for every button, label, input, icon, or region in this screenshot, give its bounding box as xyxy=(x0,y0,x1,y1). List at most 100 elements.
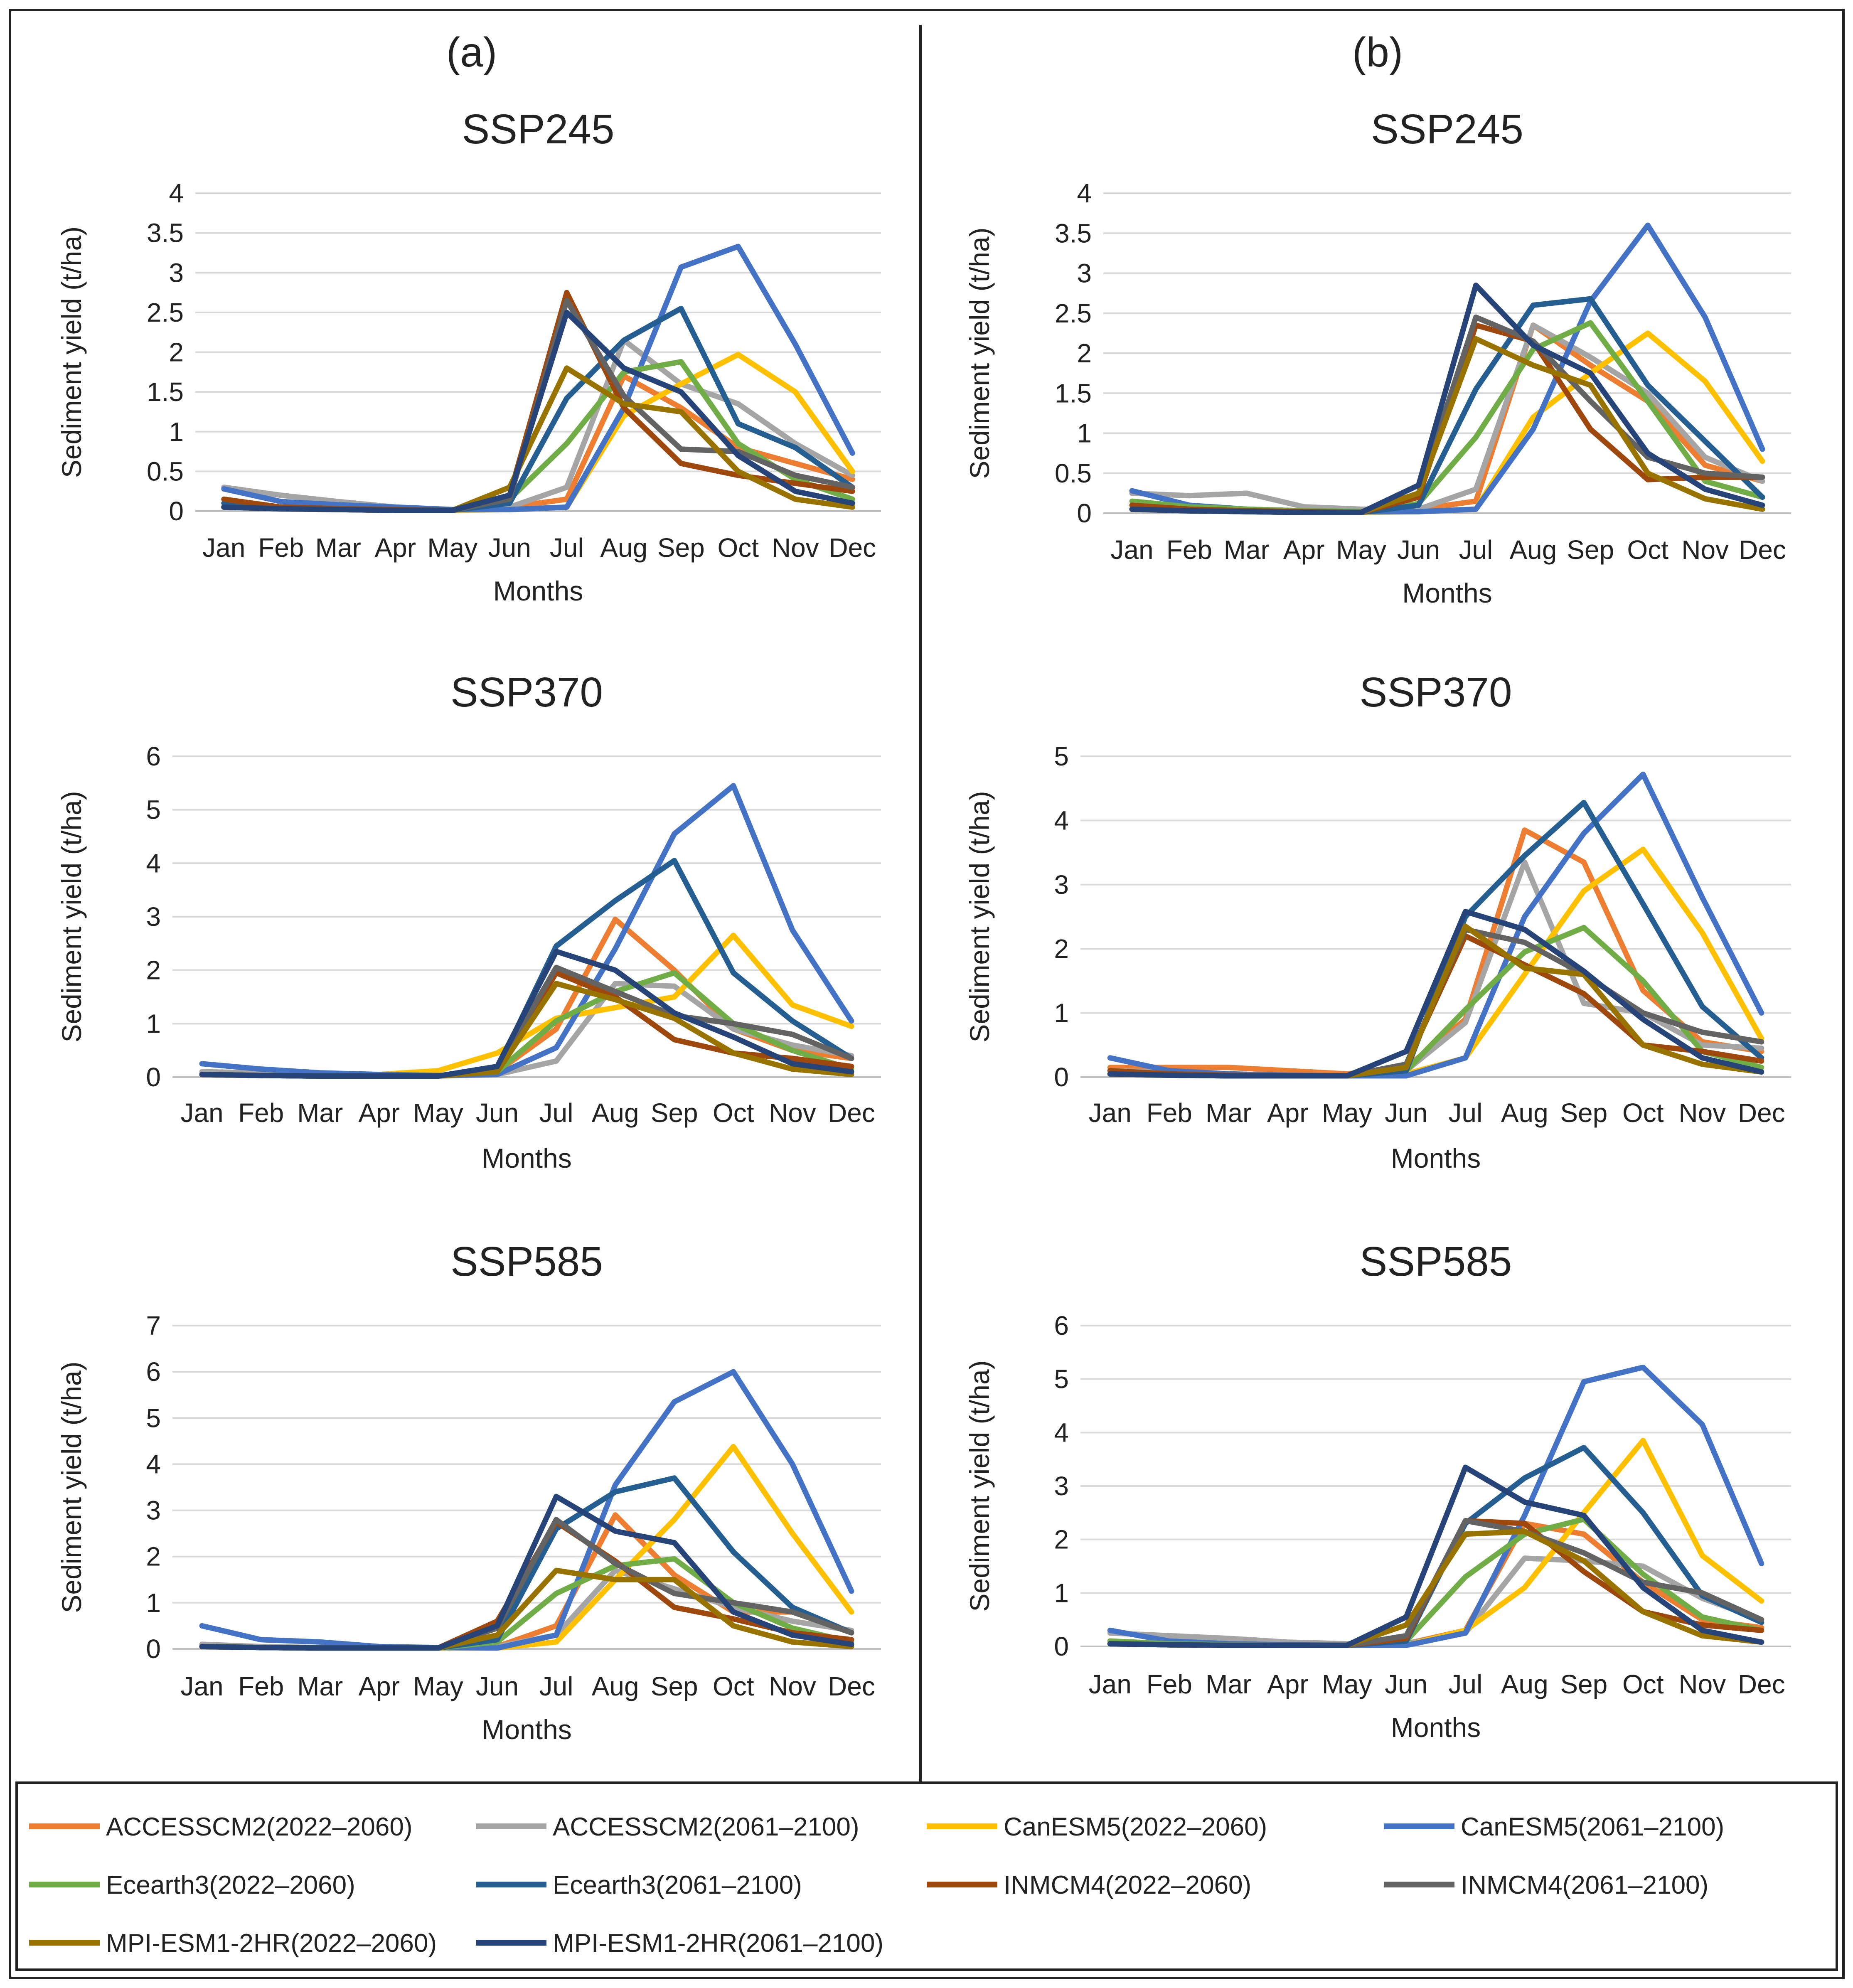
x-axis-label: Months xyxy=(482,1714,571,1745)
x-tick-label: Mar xyxy=(315,533,361,563)
x-tick-label: May xyxy=(1322,1669,1372,1699)
legend-label: ACCESSCM2(2022–2060) xyxy=(106,1813,413,1841)
y-tick-label: 2 xyxy=(1054,934,1069,964)
y-axis-label: Sediment yield (t/ha) xyxy=(964,1360,995,1612)
x-tick-label: Sep xyxy=(651,1098,698,1128)
x-tick-label: Sep xyxy=(651,1671,698,1701)
x-tick-label: Feb xyxy=(238,1098,284,1128)
legend-label: Ecearth3(2022–2060) xyxy=(106,1871,355,1899)
legend-item: ACCESSCM2(2061–2100) xyxy=(476,1813,859,1841)
x-tick-label: Nov xyxy=(769,1671,816,1701)
legend-item: CanESM5(2061–2100) xyxy=(1384,1813,1724,1841)
x-tick-label: Sep xyxy=(1560,1669,1607,1699)
y-tick-label: 4 xyxy=(1054,805,1069,835)
x-tick-label: Sep xyxy=(657,533,705,563)
y-tick-label: 6 xyxy=(146,741,161,771)
y-tick-label: 2.5 xyxy=(147,298,184,327)
x-axis-label: Months xyxy=(1402,578,1492,608)
series-line xyxy=(199,949,854,1079)
y-tick-label: 4 xyxy=(1077,178,1092,208)
y-tick-label: 0 xyxy=(1054,1631,1069,1661)
y-tick-label: 5 xyxy=(146,1403,161,1433)
x-tick-label: Jan xyxy=(1089,1098,1132,1128)
chart-5: 0 1 2 3 4 5 6 7 Jan Feb Mar Apr May Jun Jul Aug Sep Oct No… xyxy=(56,1238,881,1745)
x-tick-label: Jul xyxy=(1459,535,1493,565)
series-line xyxy=(199,1493,854,1651)
y-tick-label: 0.5 xyxy=(1055,458,1092,488)
y-tick-label: 1 xyxy=(169,417,184,447)
x-tick-label: Apr xyxy=(358,1671,400,1701)
x-tick-label: Mar xyxy=(1206,1669,1251,1699)
x-tick-label: Nov xyxy=(769,1098,816,1128)
y-tick-label: 0 xyxy=(1054,1062,1069,1092)
legend-label: Ecearth3(2061–2100) xyxy=(553,1871,802,1899)
y-tick-label: 2 xyxy=(146,955,161,985)
y-tick-label: 1.5 xyxy=(147,377,184,407)
x-tick-label: Jun xyxy=(1397,535,1440,565)
legend-item: INMCM4(2061–2100) xyxy=(1384,1871,1708,1899)
x-tick-label: Feb xyxy=(1147,1098,1192,1128)
series-line xyxy=(221,244,855,512)
y-tick-label: 0 xyxy=(146,1634,161,1664)
chart-6: 0 1 2 3 4 5 6 Jan Feb Mar Apr May Jun Jul Aug Sep Oct Nov… xyxy=(964,1238,1791,1743)
y-tick-label: 4 xyxy=(146,1449,161,1479)
series-line xyxy=(1129,282,1765,515)
x-axis-label: Months xyxy=(1391,1143,1481,1174)
series-line xyxy=(199,783,854,1078)
y-tick-label: 0 xyxy=(169,496,184,526)
chart-2: 0 0.5 1 1.5 2 2.5 3 3.5 4 Jan Feb Mar Apr May Jun Jul Au… xyxy=(964,106,1791,608)
x-axis-label: Months xyxy=(482,1143,571,1174)
legend-item: MPI-ESM1-2HR(2061–2100) xyxy=(476,1929,883,1958)
series-line xyxy=(221,310,855,513)
legend-item: ACCESSCM2(2022–2060) xyxy=(29,1813,413,1841)
legend-label: MPI-ESM1-2HR(2022–2060) xyxy=(106,1929,437,1958)
y-axis-label: Sediment yield (t/ha) xyxy=(56,1361,87,1613)
outer-frame xyxy=(9,9,1845,1979)
x-tick-label: Feb xyxy=(1166,535,1212,565)
y-axis-label: Sediment yield (t/ha) xyxy=(964,227,995,479)
x-tick-label: Oct xyxy=(717,533,759,563)
series-line xyxy=(199,1369,854,1651)
legend-label: MPI-ESM1-2HR(2061–2100) xyxy=(553,1929,883,1958)
y-tick-label: 2 xyxy=(169,337,184,367)
y-tick-label: 2 xyxy=(1054,1525,1069,1555)
y-tick-label: 3 xyxy=(1054,1471,1069,1501)
x-tick-label: Jul xyxy=(1448,1098,1482,1128)
y-tick-label: 5 xyxy=(1054,1364,1069,1394)
x-tick-label: May xyxy=(1322,1098,1372,1128)
x-tick-label: Jun xyxy=(488,533,531,563)
x-tick-label: Apr xyxy=(374,533,416,563)
x-tick-label: May xyxy=(1336,535,1386,565)
x-tick-label: May xyxy=(427,533,477,563)
x-tick-label: Jul xyxy=(1448,1669,1482,1699)
y-tick-label: 2 xyxy=(146,1542,161,1572)
x-tick-label: Jun xyxy=(1385,1669,1427,1699)
x-tick-label: Sep xyxy=(1567,535,1614,565)
x-tick-label: Dec xyxy=(1738,1669,1785,1699)
x-tick-label: May xyxy=(413,1671,463,1701)
x-tick-label: Nov xyxy=(1678,1669,1726,1699)
x-tick-label: Nov xyxy=(772,533,819,563)
x-tick-label: Jul xyxy=(539,1671,573,1701)
chart-title: SSP370 xyxy=(1360,669,1512,716)
x-tick-label: Aug xyxy=(592,1671,639,1701)
y-tick-label: 0.5 xyxy=(147,456,184,486)
x-tick-label: Dec xyxy=(1739,535,1786,565)
y-tick-label: 7 xyxy=(146,1311,161,1341)
x-tick-label: May xyxy=(413,1098,463,1128)
legend-item: CanESM5(2022–2060) xyxy=(927,1813,1267,1841)
y-tick-label: 3 xyxy=(169,258,184,288)
legend-item: Ecearth3(2061–2100) xyxy=(476,1871,802,1899)
x-tick-label: Jan xyxy=(1110,535,1153,565)
x-tick-label: Jun xyxy=(476,1098,519,1128)
x-tick-label: Feb xyxy=(238,1671,284,1701)
y-axis-label: Sediment yield (t/ha) xyxy=(964,791,995,1042)
series-line xyxy=(221,337,855,512)
y-tick-label: 5 xyxy=(146,795,161,825)
x-tick-label: Jan xyxy=(180,1671,223,1701)
y-tick-label: 2.5 xyxy=(1055,298,1092,328)
y-tick-label: 3 xyxy=(146,902,161,932)
panel-label-a: (a) xyxy=(446,29,497,76)
x-tick-label: Mar xyxy=(1206,1098,1251,1128)
